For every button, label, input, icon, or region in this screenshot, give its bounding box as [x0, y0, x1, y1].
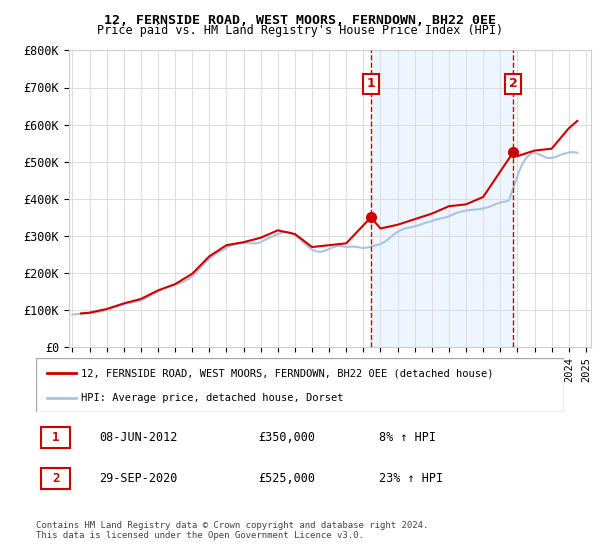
Bar: [371, 50, 513, 347]
Text: 08-JUN-2012: 08-JUN-2012: [100, 431, 178, 444]
Text: 23% ↑ HPI: 23% ↑ HPI: [379, 472, 443, 485]
Text: 2: 2: [509, 77, 518, 90]
Text: 29-SEP-2020: 29-SEP-2020: [100, 472, 178, 485]
Text: 1: 1: [52, 431, 59, 444]
Text: HPI: Average price, detached house, Dorset: HPI: Average price, detached house, Dors…: [81, 393, 343, 403]
Text: £350,000: £350,000: [258, 431, 315, 444]
Text: 12, FERNSIDE ROAD, WEST MOORS, FERNDOWN, BH22 0EE (detached house): 12, FERNSIDE ROAD, WEST MOORS, FERNDOWN,…: [81, 368, 493, 379]
Text: 1: 1: [367, 77, 375, 90]
FancyBboxPatch shape: [41, 427, 70, 448]
Text: £525,000: £525,000: [258, 472, 315, 485]
FancyBboxPatch shape: [36, 358, 564, 412]
Text: Price paid vs. HM Land Registry's House Price Index (HPI): Price paid vs. HM Land Registry's House …: [97, 24, 503, 36]
FancyBboxPatch shape: [41, 468, 70, 489]
Text: 8% ↑ HPI: 8% ↑ HPI: [379, 431, 436, 444]
Text: 12, FERNSIDE ROAD, WEST MOORS, FERNDOWN, BH22 0EE: 12, FERNSIDE ROAD, WEST MOORS, FERNDOWN,…: [104, 14, 496, 27]
Text: Contains HM Land Registry data © Crown copyright and database right 2024.
This d: Contains HM Land Registry data © Crown c…: [36, 521, 428, 540]
Text: 2: 2: [52, 472, 59, 485]
